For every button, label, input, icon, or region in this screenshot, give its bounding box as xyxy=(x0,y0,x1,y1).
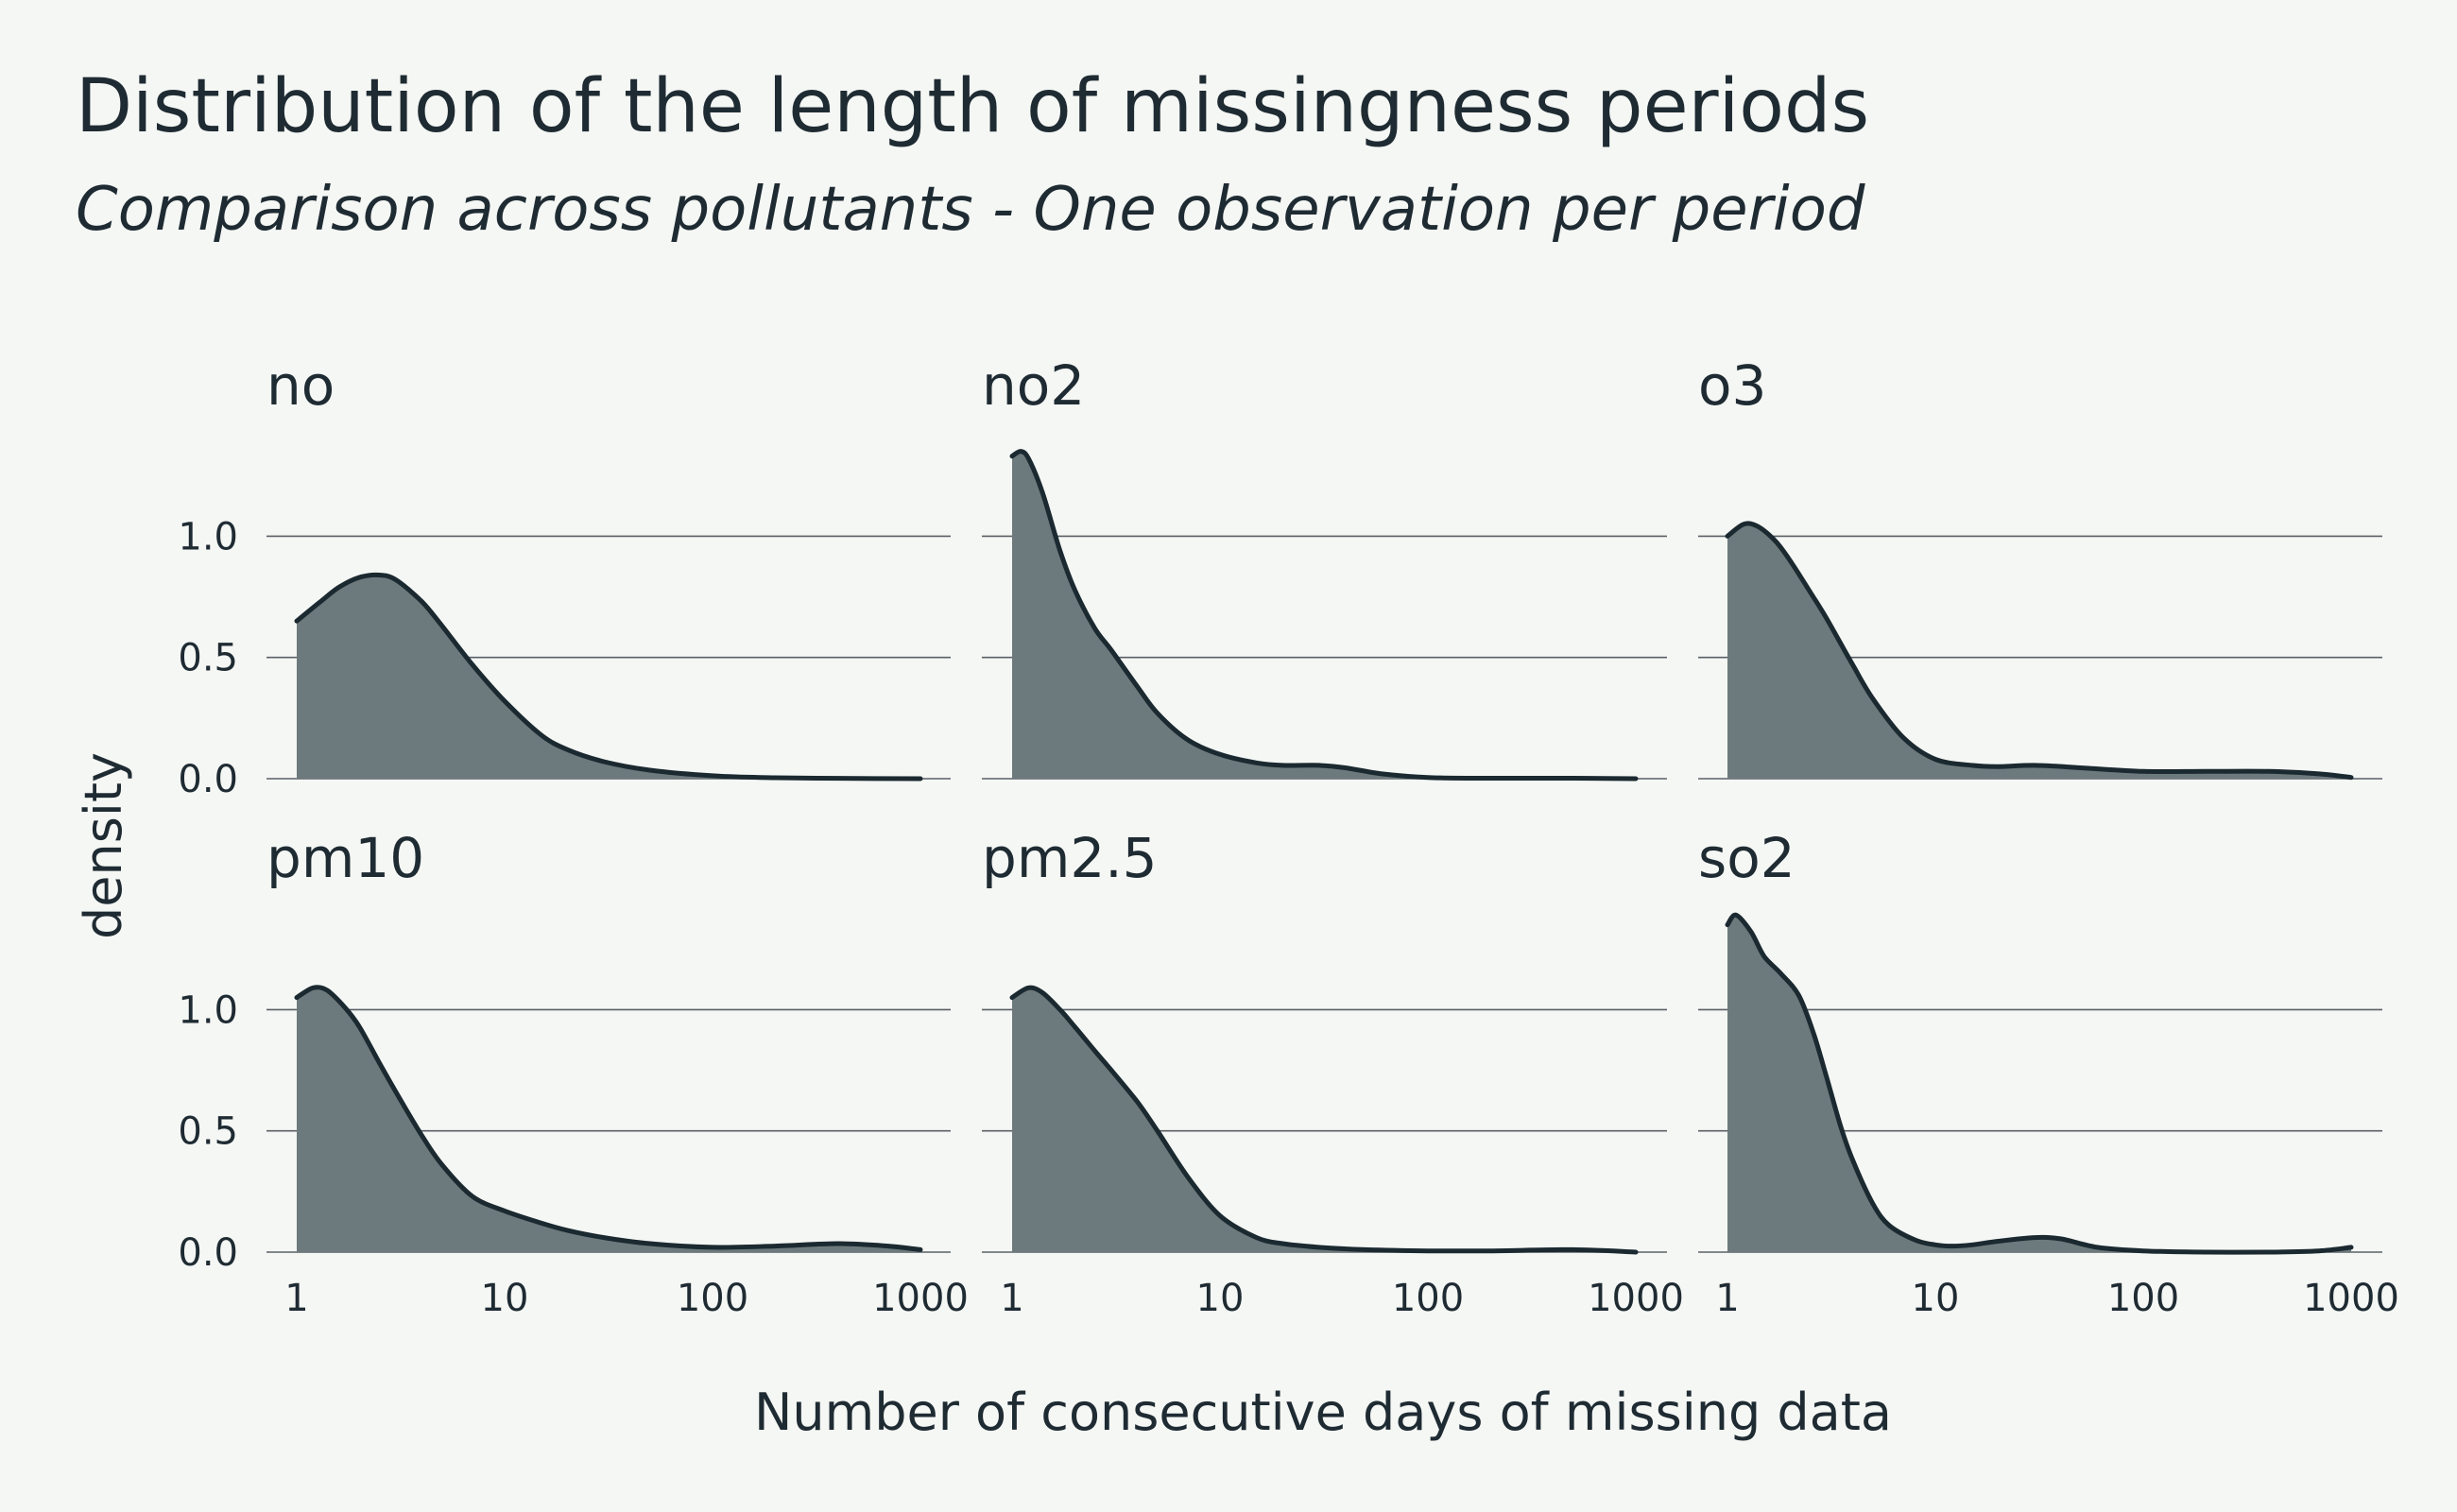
x-tick-label: 10 xyxy=(481,1277,529,1320)
facet-panel-so2: so2 1 10 100 1000 xyxy=(1698,826,2399,1320)
density-area xyxy=(1012,988,1636,1252)
facet-panel-no: no 0.0 0.5 1.0 xyxy=(178,353,951,801)
density-line xyxy=(1725,912,2354,1255)
facet-label: o3 xyxy=(1698,353,1766,418)
x-tick-label: 10 xyxy=(1912,1277,1960,1320)
x-tick-label: 1 xyxy=(1715,1277,1739,1320)
facet-label: so2 xyxy=(1698,826,1796,890)
density-area xyxy=(1012,451,1636,779)
y-tick-label: 1.0 xyxy=(178,515,238,558)
y-tick-label: 0.0 xyxy=(178,758,238,801)
density-line xyxy=(1725,521,2354,781)
density-line xyxy=(1009,449,1639,782)
density-line xyxy=(294,572,923,782)
y-tick-label: 0.5 xyxy=(178,1110,238,1154)
x-tick-label: 100 xyxy=(2107,1277,2179,1320)
chart-title: Distribution of the length of missingnes… xyxy=(76,64,1870,149)
y-tick-label: 1.0 xyxy=(178,988,238,1032)
x-tick-label: 100 xyxy=(1392,1277,1464,1320)
density-line xyxy=(294,985,923,1252)
facet-label: no xyxy=(266,353,335,418)
y-tick-label: 0.0 xyxy=(178,1231,238,1275)
x-tick-label: 1 xyxy=(284,1277,308,1320)
facet-panel-pm10: pm10 0.0 0.5 1.0 1 10 100 1000 xyxy=(178,826,969,1320)
density-area xyxy=(297,575,920,779)
facet-label: no2 xyxy=(982,353,1085,418)
x-axis-title: Number of consecutive days of missing da… xyxy=(754,1383,1892,1442)
facet-label: pm10 xyxy=(266,826,424,890)
density-area xyxy=(1727,915,2351,1253)
x-tick-label: 1 xyxy=(1000,1277,1023,1320)
x-tick-label: 100 xyxy=(677,1277,748,1320)
x-tick-label: 1000 xyxy=(2303,1277,2399,1320)
y-axis-title: density xyxy=(74,752,133,939)
facet-panel-no2: no2 xyxy=(982,353,1667,782)
y-tick-label: 0.5 xyxy=(178,637,238,680)
x-tick-label: 10 xyxy=(1196,1277,1245,1320)
chart-subtitle: Comparison across pollutants - One obser… xyxy=(76,175,1865,245)
density-area xyxy=(1727,523,2351,779)
x-tick-label: 1000 xyxy=(1588,1277,1684,1320)
facet-panel-pm2-5: pm2.5 1 10 100 1000 xyxy=(982,826,1684,1320)
x-tick-label: 1000 xyxy=(872,1277,969,1320)
facet-panel-o3: o3 xyxy=(1698,353,2382,781)
facet-label: pm2.5 xyxy=(982,826,1158,890)
density-area xyxy=(297,987,920,1252)
density-line xyxy=(1009,985,1639,1255)
